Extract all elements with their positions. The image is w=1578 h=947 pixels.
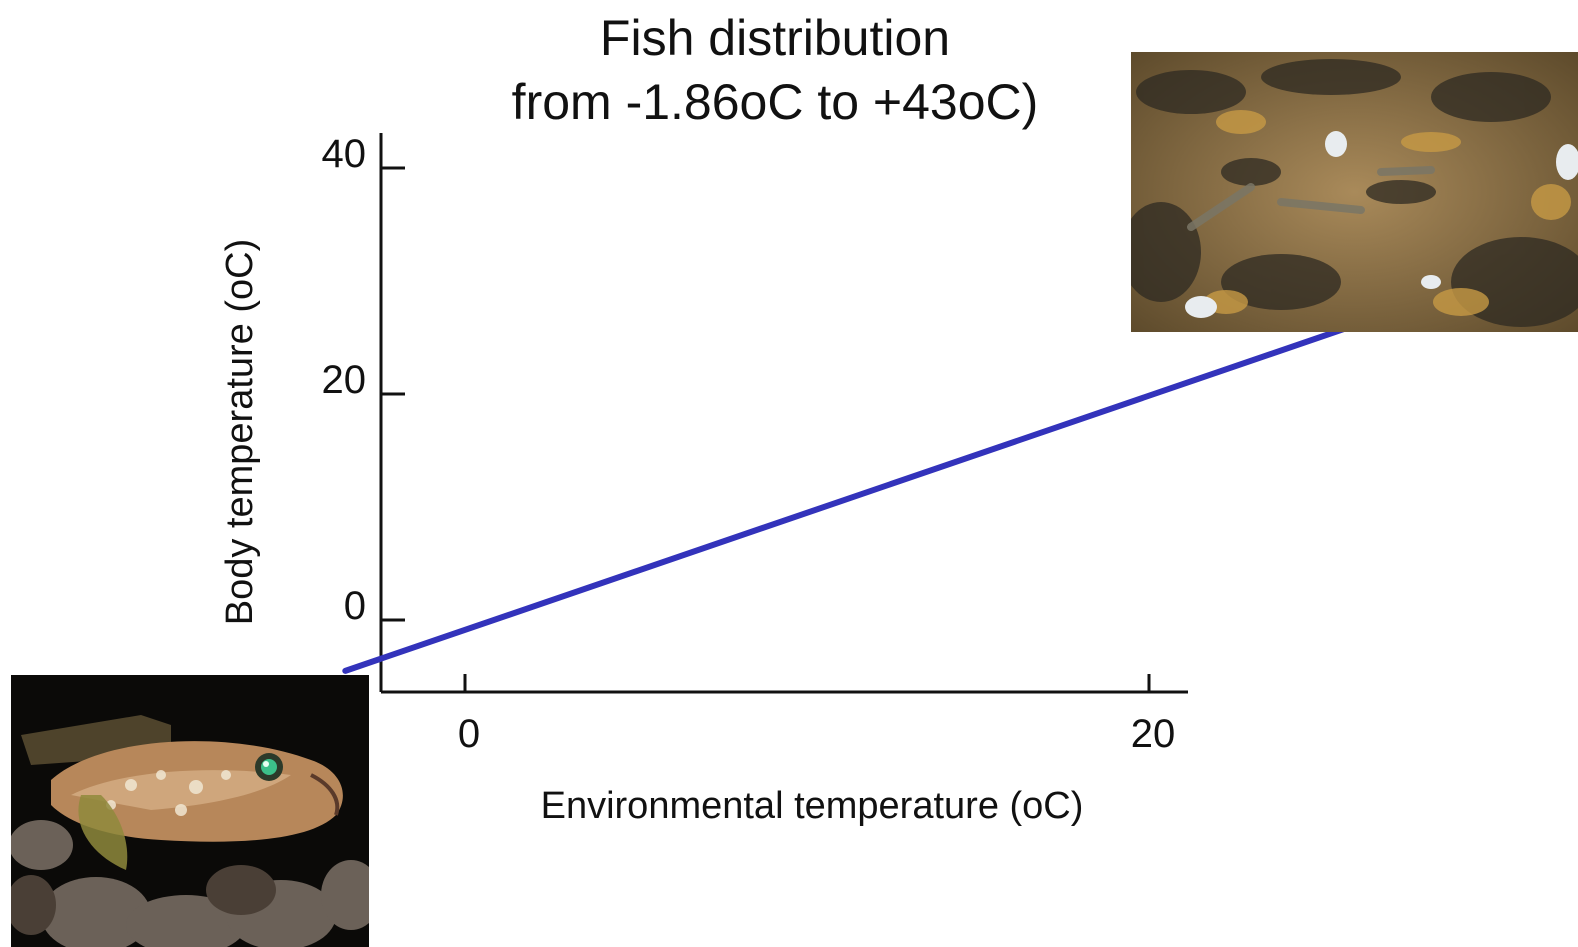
chart-axes <box>379 133 1188 694</box>
chart-title-line-1: Fish distribution <box>599 10 951 66</box>
chart-title-line-2: from -1.86oC to +43oC) <box>511 74 1039 130</box>
fish-in-shallow-water-image <box>1131 52 1578 332</box>
gravel-creek-fish-photo <box>1131 52 1578 332</box>
y-tick-label-1: 20 <box>322 358 367 402</box>
fish-on-rocks-image <box>11 675 369 947</box>
y-tick-label-0: 0 <box>344 584 366 628</box>
x-axis-label: Environmental temperature (oC) <box>541 785 1084 827</box>
y-axis-label: Body temperature (oC) <box>219 239 261 626</box>
x-tick-label-0: 0 <box>458 712 480 756</box>
chart-title: Fish distribution from -1.86oC to +43oC) <box>470 6 1080 134</box>
x-tick-label-1: 20 <box>1131 712 1176 756</box>
goby-fish-photo <box>11 675 369 947</box>
chart-labels: 0204002040Environmental temperature (oC)… <box>219 132 1176 827</box>
y-tick-label-2: 40 <box>322 132 367 176</box>
